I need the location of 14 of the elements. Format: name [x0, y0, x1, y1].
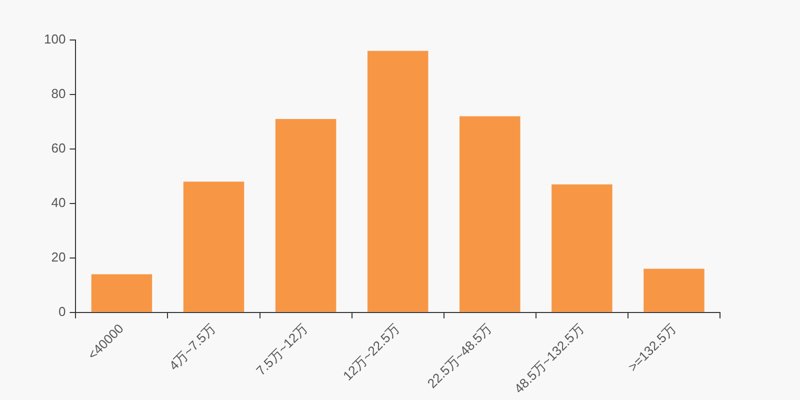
y-tick-label: 100 [44, 32, 66, 47]
y-tick-label: 80 [51, 86, 66, 102]
y-tick-label: 20 [51, 249, 66, 264]
bar [460, 116, 520, 312]
bar [367, 50, 428, 312]
y-tick-label: 0 [58, 304, 66, 319]
bar [91, 274, 152, 312]
y-tick-label: 40 [51, 194, 66, 210]
bar [275, 118, 336, 312]
y-tick-label: 60 [51, 140, 66, 156]
x-tick-label: 7.5万~12万 [253, 320, 310, 378]
bar [644, 268, 704, 312]
bar [183, 182, 244, 312]
bar [552, 184, 612, 312]
